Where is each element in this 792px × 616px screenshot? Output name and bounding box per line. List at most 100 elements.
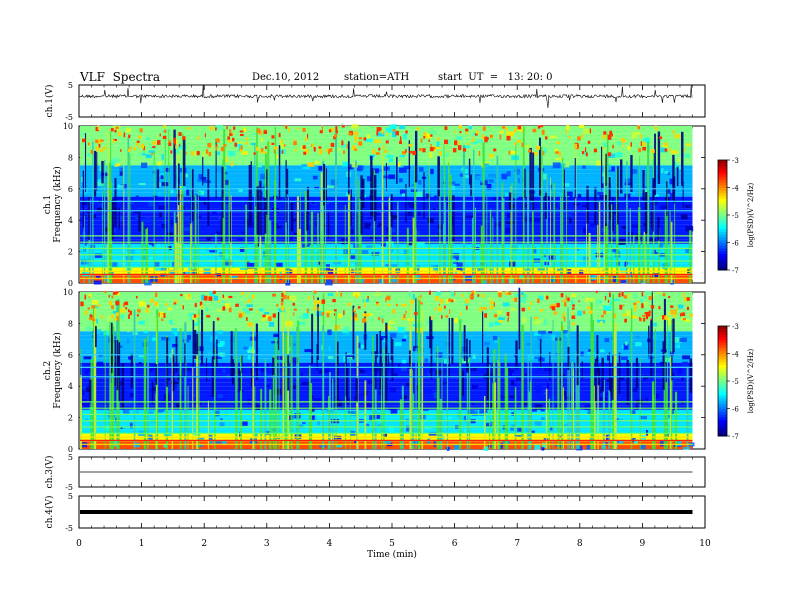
high-power-patch: [234, 142, 238, 147]
spectral-patch: [582, 165, 586, 169]
high-power-patch: [228, 307, 232, 313]
dark-gap: [374, 351, 377, 390]
spectral-patch: [158, 173, 165, 177]
sferic-streak: [608, 389, 611, 449]
spectral-patch: [172, 344, 178, 348]
spectral-patch: [619, 266, 627, 273]
spectral-patch: [488, 179, 494, 183]
sferic-streak: [499, 361, 501, 449]
colorbar-segment: [718, 198, 727, 202]
y-tick-label: 0: [68, 445, 73, 454]
spectral-patch: [401, 303, 407, 307]
spectral-patch: [488, 158, 494, 163]
dark-gap: [673, 176, 676, 204]
spectral-patch: [144, 216, 151, 223]
high-power-patch: [378, 147, 381, 151]
frequency-band: [80, 141, 693, 146]
spectral-patch: [198, 174, 203, 180]
sferic-streak: [415, 297, 417, 449]
spectral-patch: [444, 416, 452, 420]
spectral-patch: [149, 242, 155, 245]
high-power-patch: [88, 317, 91, 320]
spectral-patch: [288, 347, 292, 352]
high-power-patch: [313, 290, 317, 294]
colorbar-segment: [718, 195, 727, 199]
spectral-patch: [115, 196, 123, 200]
sferic-streak: [268, 220, 272, 283]
high-power-patch: [589, 128, 592, 134]
dark-gap: [350, 189, 352, 227]
colorbar-tick-label: -5: [732, 378, 739, 386]
spectral-patch: [385, 264, 391, 267]
high-power-patch: [521, 307, 526, 312]
colorbar-tick-label: -7: [732, 267, 739, 275]
spectral-patch: [138, 183, 146, 186]
spectral-patch: [658, 242, 664, 248]
high-power-patch: [313, 300, 318, 303]
spectral-patch: [289, 295, 297, 302]
frequency-band: [80, 413, 693, 418]
colorbar-segment: [718, 184, 727, 188]
high-power-patch: [201, 304, 204, 310]
high-power-patch: [229, 133, 233, 136]
spectral-patch: [571, 322, 575, 326]
high-power-patch: [136, 142, 139, 146]
spectral-patch: [504, 192, 509, 197]
spectral-patch: [366, 318, 374, 323]
spectral-patch: [445, 342, 451, 347]
spectral-patch: [167, 232, 173, 236]
high-power-patch: [602, 146, 605, 150]
sferic-streak: [274, 338, 278, 449]
high-power-patch: [648, 296, 652, 300]
colorbar-segment: [718, 182, 727, 186]
spectral-patch: [129, 392, 135, 398]
dark-gap: [248, 164, 251, 227]
high-power-patch: [215, 127, 217, 131]
spectral-patch: [210, 228, 217, 231]
frequency-band: [80, 200, 693, 205]
spectral-patch: [606, 311, 612, 314]
frequency-band: [80, 401, 693, 406]
spectral-patch: [88, 293, 92, 298]
spectral-patch: [367, 374, 370, 378]
spectral-patch: [511, 155, 520, 160]
y-tick-label: -5: [65, 524, 73, 533]
colorbar-segment: [718, 372, 727, 376]
sferic-streak: [561, 198, 563, 283]
spectral-patch: [562, 423, 568, 426]
spectral-patch: [515, 375, 522, 381]
spectral-patch: [360, 344, 366, 349]
spectral-patch: [562, 313, 565, 320]
spectral-patch: [604, 337, 610, 343]
colorbar-segment: [718, 386, 727, 390]
sferic-streak: [373, 170, 375, 283]
spectral-patch: [678, 304, 684, 309]
spectral-patch: [356, 165, 363, 172]
spectral-patch: [219, 340, 225, 346]
spectral-patch: [588, 349, 593, 355]
spectral-patch: [361, 389, 364, 393]
spectral-patch: [454, 317, 458, 323]
colorbar-segment: [718, 212, 727, 216]
sferic-streak: [260, 388, 263, 449]
high-power-patch: [494, 314, 498, 318]
spectral-patch: [643, 377, 647, 381]
dark-gap: [463, 325, 466, 362]
spectral-patch: [343, 355, 347, 362]
spectral-patch: [81, 270, 89, 277]
high-power-patch: [578, 300, 580, 303]
sferic-streak: [443, 223, 444, 283]
sferic-streak: [592, 320, 594, 449]
spectral-patch: [327, 292, 334, 297]
spectral-patch: [473, 367, 477, 371]
colorbar-segment: [718, 160, 727, 164]
spectral-patch: [217, 330, 224, 334]
spectral-patch: [471, 384, 479, 389]
high-power-patch: [668, 295, 671, 299]
sferic-streak: [494, 382, 497, 449]
spectral-patch: [160, 175, 164, 179]
spectral-patch: [275, 226, 282, 229]
high-power-patch: [541, 129, 545, 135]
